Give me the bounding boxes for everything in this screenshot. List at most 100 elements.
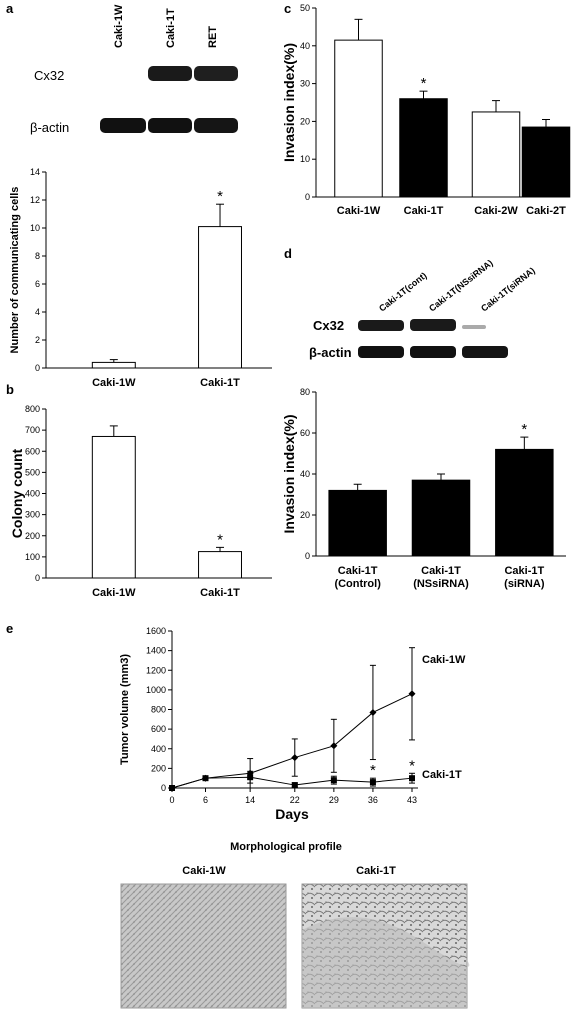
category-label: (Control) [334,578,381,590]
category-label: Caki-1T [338,565,378,577]
y-tick-label: 1000 [146,685,166,695]
data-point [369,779,376,786]
blot-band [148,66,192,81]
panel-label-d: d [284,246,292,261]
y-tick-label: 4 [35,307,40,317]
bar [91,435,136,579]
y-tick-label: 20 [300,116,310,126]
y-tick-label: 2 [35,335,40,345]
significance-marker: * [370,762,376,779]
category-label: Caki-1T [421,565,461,577]
blot-d-lane-label: Caki-1T(siRNA) [479,265,537,313]
category-label: Caki-2W [474,205,518,217]
category-label: Caki-1T [404,205,444,217]
blot-band [462,346,508,358]
data-point [169,785,175,791]
x-tick-label: 43 [407,795,417,805]
panel-label-a: a [6,1,14,16]
morphology-title: Morphological profile [230,841,342,853]
data-point [408,690,416,698]
y-tick-label: 800 [151,705,166,715]
y-tick-label: 30 [300,79,310,89]
y-tick-label: 200 [25,531,40,541]
blot-band [194,118,238,133]
data-point [291,782,298,789]
blot-a-lane-label: RET [207,26,219,48]
y-tick-label: 0 [35,363,40,373]
x-tick-label: 6 [203,795,208,805]
blot-band [100,118,146,133]
blot-band [410,319,456,331]
y-tick-label: 80 [300,387,310,397]
category-label: Caki-1W [92,377,136,389]
chart-a: 0 2 4 6 8 10 12 14 Number of communicating cells… [9,167,272,389]
y-tick-label: 100 [25,552,40,562]
data-point [409,775,415,782]
blot-a-row-label: Cx32 [34,68,64,83]
bar [521,126,571,198]
category-label: Caki-2T [526,205,566,217]
blot-band [148,118,192,133]
blot-band [358,346,404,358]
y-axis-label: Tumor volume (mm3) [119,654,131,765]
significance-marker: * [521,421,527,438]
y-axis-label: Colony count [9,448,25,538]
western-blot-d: Caki-1T(cont) Caki-1T(NSsiRNA) Caki-1T(s… [309,258,537,360]
y-tick-label: 800 [25,404,40,414]
y-tick-label: 0 [161,783,166,793]
data-point [369,708,377,716]
y-tick-label: 10 [300,154,310,164]
micrograph-tissue-region [302,917,470,1008]
blot-band [410,346,456,358]
bar [495,448,554,557]
y-tick-label: 14 [30,167,40,177]
y-tick-label: 20 [300,510,310,520]
y-tick-label: 700 [25,425,40,435]
bar [334,39,383,198]
bar [198,551,242,579]
bar [471,111,521,198]
series-line [171,693,413,789]
x-tick-label: 36 [368,795,378,805]
significance-marker: * [217,531,223,548]
blot-d-lane-label: Caki-1T(cont) [377,270,428,313]
bar [411,479,471,557]
series-label: Caki-1W [422,654,466,666]
bar [198,226,242,369]
y-tick-label: 400 [25,489,40,499]
y-tick-label: 40 [300,41,310,51]
category-label: Caki-1T [504,565,544,577]
y-tick-label: 50 [300,3,310,13]
y-tick-label: 0 [305,551,310,561]
significance-marker: * [409,757,415,774]
category-label: Caki-1W [92,587,136,599]
series-label: Caki-1T [422,769,462,781]
chart-c: 0 10 20 30 40 50 Invasion index(%) Caki-1W * Caki… [281,3,571,217]
bar [328,489,387,557]
panel-label-b: b [6,382,14,397]
blot-d-row-label: β-actin [309,345,352,360]
y-tick-label: 12 [30,195,40,205]
x-tick-label: 22 [290,795,300,805]
data-point [202,775,209,782]
blot-band [194,66,238,81]
data-point [330,777,337,784]
x-tick-label: 0 [169,795,174,805]
y-tick-label: 300 [25,510,40,520]
blot-a-lane-label: Caki-1W [113,4,125,48]
chart-e: 0 200 400 600 800 1000 1200 1400 1600 0 6 14 22 29 36 4… [119,626,466,822]
data-point [247,774,254,781]
blot-a-lane-label: Caki-1T [165,8,177,48]
morphology-label-t: Caki-1T [356,865,396,877]
y-tick-label: 600 [25,446,40,456]
bar [399,98,448,198]
y-tick-label: 10 [30,223,40,233]
y-tick-label: 600 [151,724,166,734]
y-tick-label: 500 [25,467,40,477]
x-axis-label: Days [275,806,309,822]
blot-band [358,320,404,331]
category-label: (NSsiRNA) [413,578,469,590]
y-tick-label: 60 [300,428,310,438]
y-tick-label: 6 [35,279,40,289]
data-point [291,754,299,762]
